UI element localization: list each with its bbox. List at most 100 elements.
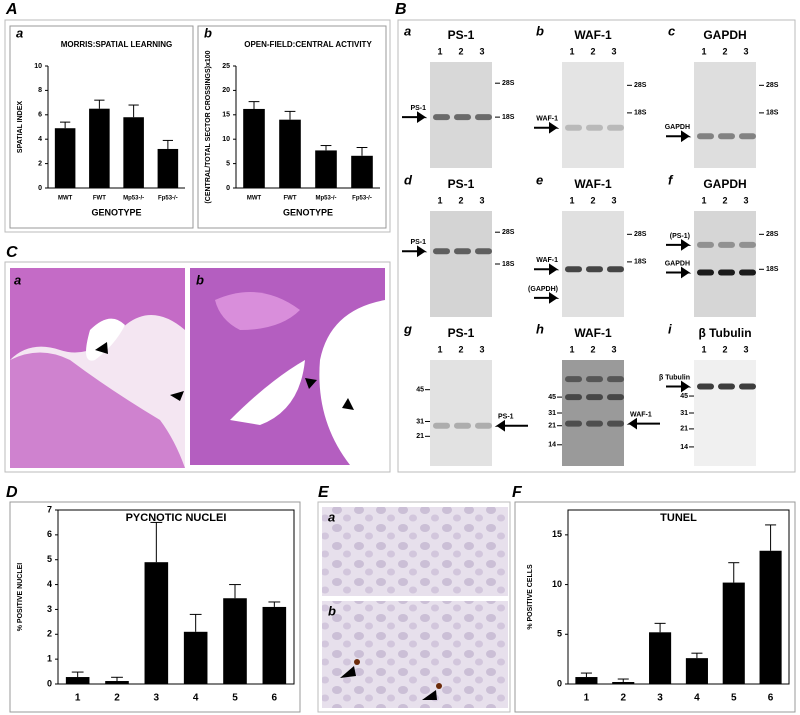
- blot-label: 31: [548, 410, 556, 417]
- panel-label: B: [395, 1, 407, 18]
- y-tick-label: 2: [47, 629, 52, 639]
- lane-label: 3: [743, 344, 748, 354]
- x-tick-label: 5: [232, 693, 238, 704]
- blot-band: [697, 383, 714, 390]
- blot-label: 18S: [766, 110, 779, 117]
- blot-label: 18S: [634, 110, 647, 117]
- blot-band: [586, 266, 603, 273]
- blot-label: 28S: [502, 229, 515, 236]
- arrow: [494, 419, 528, 432]
- blot-image: [694, 62, 756, 168]
- lane-label: 1: [701, 344, 706, 354]
- x-tick-label: 3: [154, 693, 160, 704]
- lane-label: 1: [701, 46, 706, 56]
- panel-label: C: [6, 244, 18, 261]
- bar: [759, 550, 782, 684]
- y-tick-label: 6: [38, 112, 42, 119]
- lane-label: 1: [437, 195, 442, 205]
- x-tick-label: Fp53-/-: [352, 196, 372, 202]
- arrow: [534, 263, 560, 276]
- bar: [223, 598, 247, 684]
- sub-label: b: [536, 23, 544, 38]
- bar: [105, 681, 129, 684]
- panel-label: E: [318, 484, 330, 501]
- blot-label: 21: [548, 423, 556, 430]
- blot-title: PS-1: [448, 326, 475, 340]
- blot-label: 18S: [634, 259, 647, 266]
- blot-band: [607, 266, 624, 273]
- blot-band: [697, 133, 714, 140]
- blot-label: GAPDH: [665, 124, 690, 131]
- sub-label: c: [668, 23, 676, 38]
- lane-label: 1: [437, 46, 442, 56]
- sub-label: b: [196, 272, 204, 287]
- x-tick-label: 6: [768, 693, 774, 704]
- blot-label: WAF-1: [536, 257, 558, 264]
- chart-title: PYCNOTIC NUCLEI: [126, 512, 227, 524]
- bar: [722, 582, 745, 684]
- y-tick-label: 5: [47, 554, 52, 564]
- x-axis-label: GENOTYPE: [283, 207, 333, 217]
- lane-label: 1: [437, 344, 442, 354]
- x-tick-label: FWT: [93, 196, 106, 202]
- lane-label: 2: [722, 344, 727, 354]
- x-tick-label: Fp53-/-: [158, 196, 178, 202]
- arrow: [666, 130, 692, 143]
- y-tick-label: 25: [222, 63, 230, 70]
- sub-label: e: [536, 172, 543, 187]
- bar: [575, 677, 598, 684]
- chart-frame: [514, 501, 796, 713]
- y-tick-label: 5: [557, 629, 562, 639]
- lane-label: 3: [479, 46, 484, 56]
- bar: [351, 155, 373, 188]
- blot-label: (PS-1): [670, 233, 690, 240]
- x-axis-label: GENOTYPE: [91, 207, 141, 217]
- y-axis-label: % POSITIVE CELLS: [527, 564, 534, 630]
- lane-label: 1: [569, 195, 574, 205]
- blot-band: [565, 394, 582, 401]
- x-tick-label: 1: [584, 693, 590, 704]
- lane-label: 3: [479, 195, 484, 205]
- panel-label: D: [6, 484, 18, 501]
- sub-label: a: [328, 509, 335, 524]
- lane-label: 3: [743, 195, 748, 205]
- stain-cell: [436, 683, 442, 689]
- stain-image: [322, 601, 508, 708]
- x-tick-label: 2: [620, 693, 626, 704]
- lane-label: 2: [458, 46, 463, 56]
- y-tick-label: 2: [38, 160, 42, 167]
- sub-label: b: [328, 603, 336, 618]
- stain-image: [322, 507, 508, 596]
- chart-title: OPEN-FIELD:CENTRAL ACTIVITY: [244, 40, 372, 49]
- lane-label: 3: [611, 195, 616, 205]
- chart-frame: [197, 25, 387, 229]
- lane-label: 2: [590, 46, 595, 56]
- y-tick-label: 15: [552, 529, 562, 539]
- blot-title: GAPDH: [703, 177, 746, 191]
- y-axis-label: SPATIAL INDEX: [17, 101, 24, 153]
- blot-image: [694, 211, 756, 317]
- blot-band: [718, 241, 735, 248]
- x-tick-label: Mp53-/-: [123, 196, 144, 202]
- chart-frame: [9, 25, 194, 229]
- blot-band: [607, 376, 624, 383]
- arrow: [422, 690, 437, 700]
- lane-label: 2: [722, 195, 727, 205]
- blot-band: [565, 124, 582, 131]
- y-axis-label: % POSITIVE NUCLEI: [17, 563, 24, 632]
- blot-label: (GAPDH): [528, 286, 558, 293]
- blot-label: 28S: [634, 231, 647, 238]
- sub-label: i: [668, 321, 672, 336]
- sub-label: d: [404, 172, 413, 187]
- blot-label: GAPDH: [665, 260, 690, 267]
- blot-label: PS-1: [410, 239, 426, 246]
- blot-band: [586, 420, 603, 427]
- blot-label: WAF-1: [536, 116, 558, 123]
- blot-title: WAF-1: [574, 326, 612, 340]
- sub-label: b: [204, 25, 212, 40]
- y-tick-label: 0: [226, 185, 230, 192]
- bar: [89, 108, 110, 188]
- bar: [54, 128, 76, 188]
- blot-band: [739, 383, 756, 390]
